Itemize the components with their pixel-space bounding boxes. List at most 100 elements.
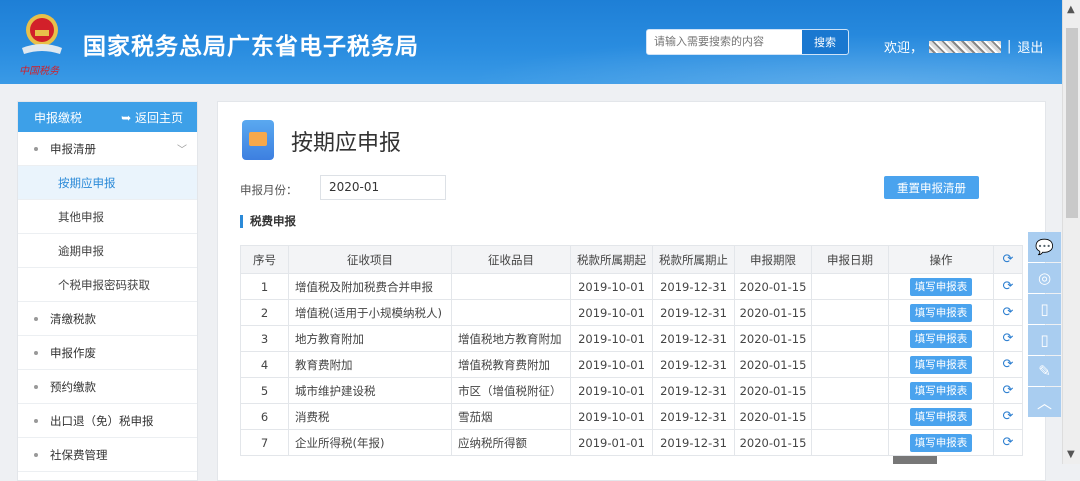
sidebar-item-label: 其他申报 xyxy=(58,209,104,224)
chevron-down-icon[interactable]: ﹀ xyxy=(177,145,187,156)
sidebar-item-label: 社保费管理 xyxy=(50,447,108,462)
bullet-icon xyxy=(34,452,38,457)
month-input[interactable]: 2020-01 xyxy=(320,175,446,200)
column-header: 申报期限 xyxy=(734,245,812,274)
sidebar-item-label: 预约缴款 xyxy=(50,379,96,394)
refresh-icon[interactable]: ⟳ xyxy=(993,377,1023,404)
table-cell: 2020-01-15 xyxy=(734,351,812,378)
table-cell xyxy=(811,273,889,300)
sidebar-title: 申报缴税 xyxy=(34,110,83,125)
action-cell: 填写申报表 xyxy=(888,325,994,352)
back-to-top-icon[interactable]: ︿ xyxy=(1028,387,1061,417)
sidebar-item[interactable]: 申报清册 ﹀ xyxy=(18,132,197,166)
sidebar-header: 申报缴税 ➥ 返回主页 xyxy=(18,102,197,132)
sidebar-item[interactable]: 按期应申报 xyxy=(18,166,197,200)
sidebar-item[interactable]: 个税申报密码获取 xyxy=(18,268,197,302)
bullet-icon xyxy=(34,146,38,151)
tablet-icon[interactable]: ▯ xyxy=(1028,325,1061,355)
reply-arrow-icon: ➥ xyxy=(121,110,135,125)
refresh-icon[interactable]: ⟳ xyxy=(993,325,1023,352)
notebook-icon xyxy=(242,120,274,160)
table-cell: 教育费附加 xyxy=(288,351,452,378)
scrollbar-thumb[interactable] xyxy=(1066,28,1078,218)
site-title: 国家税务总局广东省电子税务局 xyxy=(83,34,419,60)
scroll-up-icon[interactable]: ▲ xyxy=(1067,4,1075,15)
main-panel: 按期应申报 申报月份： 2020-01 重置申报清册 税费申报 序号 征收项目 征收… xyxy=(217,101,1046,481)
sidebar-item[interactable]: 其他申报 xyxy=(18,200,197,234)
sidebar-item[interactable]: 清缴税款 xyxy=(18,302,197,336)
sidebar-item-label: 个税申报密码获取 xyxy=(58,277,150,292)
tax-emblem-icon xyxy=(22,14,62,54)
table-cell xyxy=(811,351,889,378)
wechat-icon[interactable]: 💬 xyxy=(1028,232,1061,262)
search-button[interactable]: 搜索 xyxy=(802,30,848,54)
fill-form-button[interactable]: 填写申报表 xyxy=(910,303,972,322)
fill-form-button[interactable]: 填写申报表 xyxy=(910,277,972,296)
search-box: 搜索 xyxy=(646,29,849,55)
sidebar-item[interactable]: 申报作废 xyxy=(18,336,197,370)
table-row: 3 地方教育附加 增值税地方教育附加 2019-10-01 2019-12-31 2020… xyxy=(240,325,1023,352)
refresh-icon[interactable]: ⟳ xyxy=(993,273,1023,300)
sidebar-item[interactable]: 社保费管理 xyxy=(18,438,197,472)
action-cell: 填写申报表 xyxy=(888,429,994,456)
column-header: 申报日期 xyxy=(811,245,889,274)
fill-form-button[interactable]: 填写申报表 xyxy=(910,355,972,374)
fill-form-button[interactable]: 填写申报表 xyxy=(910,329,972,348)
bullet-icon xyxy=(34,384,38,389)
sidebar-item[interactable]: 逾期申报 xyxy=(18,234,197,268)
fill-form-button[interactable]: 填写申报表 xyxy=(910,407,972,426)
sidebar-item-label: 逾期申报 xyxy=(58,243,104,258)
refresh-icon[interactable]: ⟳ xyxy=(993,429,1023,456)
table-cell xyxy=(811,299,889,326)
reset-list-button[interactable]: 重置申报清册 xyxy=(884,176,979,199)
site-header: 中国税务 国家税务总局广东省电子税务局 搜索 欢迎， | 退出 xyxy=(0,0,1062,84)
refresh-all-icon[interactable]: ⟳ xyxy=(993,245,1023,274)
back-home-link[interactable]: ➥ 返回主页 xyxy=(121,109,183,126)
column-header: 操作 xyxy=(888,245,994,274)
search-input[interactable] xyxy=(647,30,802,54)
table-cell: 应纳税所得额 xyxy=(451,429,571,456)
month-label: 申报月份： xyxy=(240,183,298,197)
month-value: 2020-01 xyxy=(329,180,380,194)
feedback-icon[interactable]: ✎ xyxy=(1028,356,1061,386)
declaration-table: 序号 征收项目 征收品目 税款所属期起 税款所属期止 申报期限 申报日期 操作 ⟳ 1 增值税及附… xyxy=(240,245,1023,456)
action-cell: 填写申报表 xyxy=(888,299,994,326)
table-cell: 2019-10-01 xyxy=(570,273,653,300)
sidebar-item[interactable]: 出口退（免）税申报 xyxy=(18,404,197,438)
table-cell xyxy=(451,273,571,300)
weibo-icon[interactable]: ◎ xyxy=(1028,263,1061,293)
action-cell: 填写申报表 xyxy=(888,273,994,300)
fill-form-button[interactable]: 填写申报表 xyxy=(910,433,972,452)
sidebar-item-label: 申报清册 xyxy=(50,141,96,156)
floating-toolbar: 💬 ◎ ▯ ▯ ✎ ︿ xyxy=(1028,232,1061,418)
refresh-icon[interactable]: ⟳ xyxy=(993,299,1023,326)
welcome-text: 欢迎， xyxy=(884,41,924,56)
table-cell: 2020-01-15 xyxy=(734,403,812,430)
table-cell: 城市维护建设税 xyxy=(288,377,452,404)
scrollbar[interactable]: ▲ ▼ xyxy=(1062,0,1080,464)
refresh-icon[interactable]: ⟳ xyxy=(993,351,1023,378)
table-header: 序号 征收项目 征收品目 税款所属期起 税款所属期止 申报期限 申报日期 操作 ⟳ xyxy=(240,245,1023,274)
table-cell: 4 xyxy=(240,351,289,378)
mobile-icon[interactable]: ▯ xyxy=(1028,294,1061,324)
sidebar-item-label: 申报作废 xyxy=(50,345,96,360)
refresh-icon[interactable]: ⟳ xyxy=(993,403,1023,430)
column-header: 税款所属期起 xyxy=(570,245,653,274)
emblem-text: 中国税务 xyxy=(19,66,59,77)
table-row: 7 企业所得税(年报) 应纳税所得额 2019-01-01 2019-12-31 2020… xyxy=(240,429,1023,456)
table-cell: 2019-10-01 xyxy=(570,351,653,378)
separator: | xyxy=(1007,39,1012,54)
table-cell: 2 xyxy=(240,299,289,326)
table-cell: 6 xyxy=(240,403,289,430)
table-cell: 增值税地方教育附加 xyxy=(451,325,571,352)
column-header: 税款所属期止 xyxy=(652,245,735,274)
table-cell: 5 xyxy=(240,377,289,404)
table-cell: 企业所得税(年报) xyxy=(288,429,452,456)
logout-link[interactable]: 退出 xyxy=(1017,41,1044,56)
sidebar: 申报缴税 ➥ 返回主页 申报清册 ﹀ 按期应申报其他申报逾期申报个税申报密码获取清缴… xyxy=(17,101,198,481)
table-cell: 2019-12-31 xyxy=(652,351,735,378)
table-cell: 2019-12-31 xyxy=(652,377,735,404)
fill-form-button[interactable]: 填写申报表 xyxy=(910,381,972,400)
scroll-down-icon[interactable]: ▼ xyxy=(1067,449,1075,460)
sidebar-item[interactable]: 预约缴款 xyxy=(18,370,197,404)
